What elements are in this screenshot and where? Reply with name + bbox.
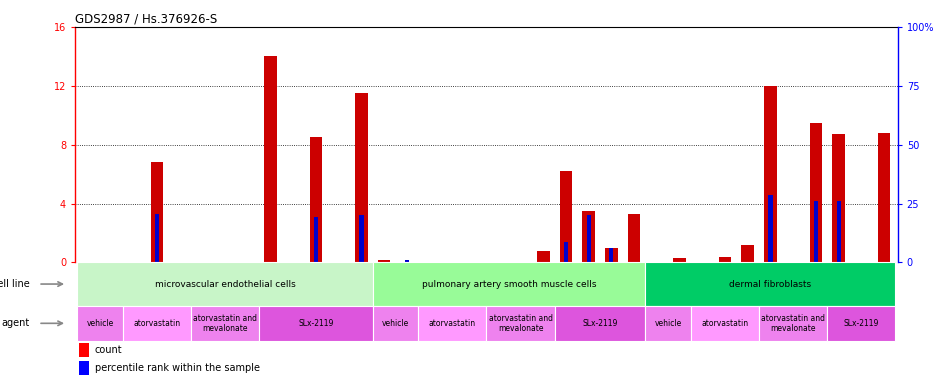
Bar xyxy=(760,306,827,341)
Bar xyxy=(555,306,646,341)
Bar xyxy=(373,262,646,306)
Bar xyxy=(79,343,89,357)
Text: atorvastatin and
mevalonate: atorvastatin and mevalonate xyxy=(489,314,553,333)
Bar xyxy=(764,86,776,262)
Bar xyxy=(827,306,896,341)
Bar xyxy=(155,214,159,262)
Text: atorvastatin: atorvastatin xyxy=(429,319,476,328)
Bar xyxy=(259,306,373,341)
Bar xyxy=(77,262,373,306)
Bar xyxy=(646,306,691,341)
Text: agent: agent xyxy=(2,318,30,328)
Bar xyxy=(123,306,191,341)
Bar xyxy=(77,306,123,341)
Text: vehicle: vehicle xyxy=(382,319,409,328)
Bar xyxy=(609,248,614,262)
Bar xyxy=(79,361,89,374)
Bar xyxy=(191,306,259,341)
Bar xyxy=(264,56,277,262)
Text: count: count xyxy=(95,345,122,355)
Bar xyxy=(310,137,322,262)
Bar xyxy=(487,306,555,341)
Bar xyxy=(691,306,760,341)
Bar xyxy=(673,258,686,262)
Bar xyxy=(150,162,164,262)
Bar xyxy=(809,122,822,262)
Text: cell line: cell line xyxy=(0,279,30,289)
Bar xyxy=(878,133,890,262)
Text: atorvastatin: atorvastatin xyxy=(133,319,180,328)
Bar xyxy=(537,251,550,262)
Text: atorvastatin: atorvastatin xyxy=(701,319,748,328)
Text: atorvastatin and
mevalonate: atorvastatin and mevalonate xyxy=(193,314,258,333)
Text: vehicle: vehicle xyxy=(86,319,114,328)
Bar xyxy=(564,242,568,262)
Bar xyxy=(355,93,368,262)
Bar xyxy=(605,248,618,262)
Bar xyxy=(583,211,595,262)
Bar xyxy=(587,215,590,262)
Text: dermal fibroblasts: dermal fibroblasts xyxy=(729,280,811,288)
Text: SLx-2119: SLx-2119 xyxy=(844,319,879,328)
Text: SLx-2119: SLx-2119 xyxy=(298,319,334,328)
Bar xyxy=(373,306,418,341)
Bar xyxy=(314,217,318,262)
Text: SLx-2119: SLx-2119 xyxy=(583,319,618,328)
Text: atorvastatin and
mevalonate: atorvastatin and mevalonate xyxy=(761,314,825,333)
Text: vehicle: vehicle xyxy=(654,319,682,328)
Bar xyxy=(768,195,773,262)
Bar xyxy=(833,134,845,262)
Text: percentile rank within the sample: percentile rank within the sample xyxy=(95,363,260,373)
Bar xyxy=(559,171,572,262)
Bar xyxy=(646,262,896,306)
Bar xyxy=(378,260,390,262)
Bar xyxy=(418,306,487,341)
Text: pulmonary artery smooth muscle cells: pulmonary artery smooth muscle cells xyxy=(422,280,596,288)
Bar xyxy=(837,200,840,262)
Text: microvascular endothelial cells: microvascular endothelial cells xyxy=(155,280,295,288)
Bar xyxy=(742,245,754,262)
Bar xyxy=(405,260,409,262)
Bar xyxy=(359,215,364,262)
Text: GDS2987 / Hs.376926-S: GDS2987 / Hs.376926-S xyxy=(75,13,217,26)
Bar xyxy=(814,200,818,262)
Bar xyxy=(719,257,731,262)
Bar xyxy=(628,214,640,262)
